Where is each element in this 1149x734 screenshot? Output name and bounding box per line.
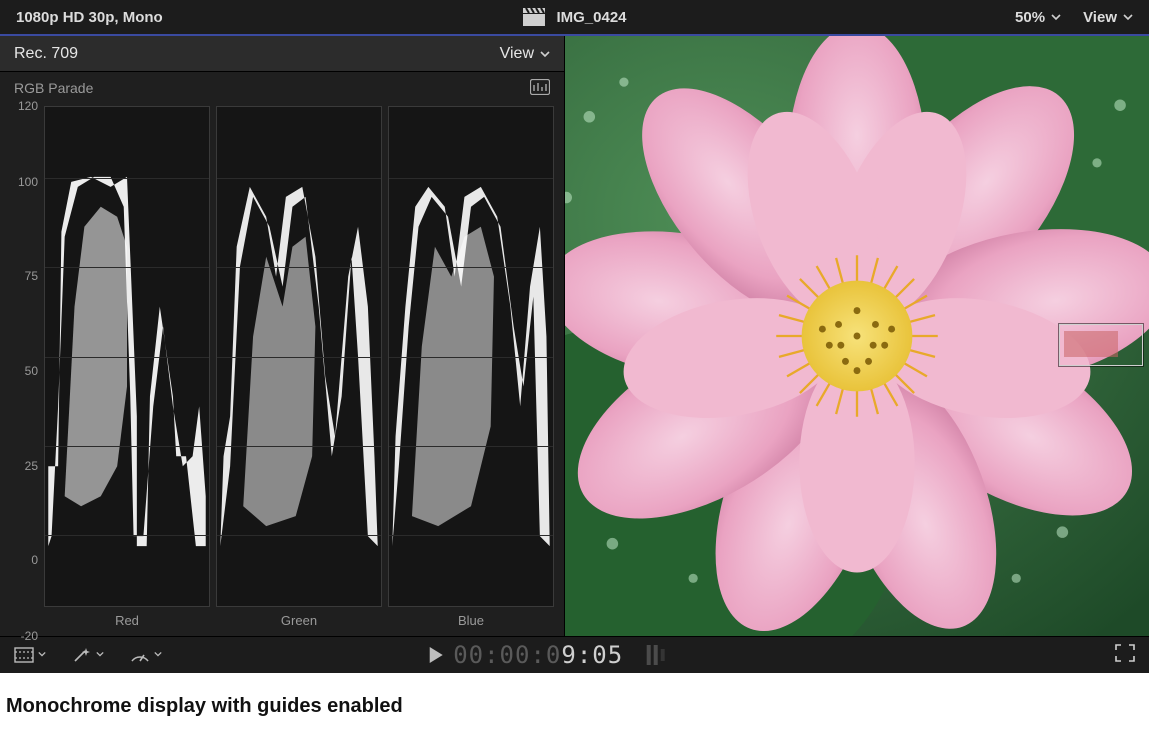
audio-skimmer-icon[interactable] xyxy=(647,644,681,666)
view-label-top: View xyxy=(1083,9,1117,26)
transport-toolbar: 00:00:09:05 xyxy=(0,636,1149,673)
clip-name: IMG_0424 xyxy=(556,9,626,26)
scopes-header: Rec. 709 View xyxy=(0,36,564,72)
parade-area: 120 100 75 50 25 0 -20 xyxy=(0,104,564,636)
parade-channel-blue: Blue xyxy=(388,106,554,636)
chevron-down-icon xyxy=(1051,12,1061,22)
chevron-down-icon xyxy=(540,49,550,59)
channel-label: Green xyxy=(216,607,382,636)
yaxis-tick: 50 xyxy=(25,364,38,378)
viewer-panel xyxy=(565,36,1149,636)
timecode-dim: 00:00:0 xyxy=(453,641,561,669)
parade-box xyxy=(216,106,382,607)
format-label: 1080p HD 30p, Mono xyxy=(16,9,163,26)
enhance-tool-button[interactable] xyxy=(72,646,106,664)
chevron-down-icon xyxy=(38,650,48,660)
yaxis-tick: 0 xyxy=(31,553,38,567)
yaxis-tick: -20 xyxy=(21,629,38,643)
layout-tool-button[interactable] xyxy=(14,647,48,663)
scopes-subheader: RGB Parade xyxy=(0,72,564,104)
zoom-value: 50% xyxy=(1015,9,1045,26)
channel-label: Red xyxy=(44,607,210,636)
color-space-label: Rec. 709 xyxy=(14,45,78,63)
parade-box xyxy=(388,106,554,607)
viewer-canvas[interactable] xyxy=(565,36,1149,636)
retime-tool-button[interactable] xyxy=(130,647,164,663)
crop-selection-handle[interactable] xyxy=(1059,324,1143,366)
content-split: Rec. 709 View RGB Parade xyxy=(0,36,1149,636)
clip-title-group: IMG_0424 xyxy=(522,8,626,26)
parade-yaxis: 120 100 75 50 25 0 -20 xyxy=(10,106,44,636)
chevron-down-icon xyxy=(96,650,106,660)
scope-mode-label: RGB Parade xyxy=(14,80,93,96)
timecode-display[interactable]: 00:00:09:05 xyxy=(453,641,623,669)
parade-channel-red: Red xyxy=(44,106,210,636)
fullscreen-button[interactable] xyxy=(1115,644,1135,667)
chevron-down-icon xyxy=(154,650,164,660)
transport-center: 00:00:09:05 xyxy=(427,641,681,669)
zoom-dropdown[interactable]: 50% xyxy=(1015,9,1061,26)
parade-box xyxy=(44,106,210,607)
play-button[interactable] xyxy=(427,646,443,664)
scopes-panel: Rec. 709 View RGB Parade xyxy=(0,36,565,636)
figure-caption: Monochrome display with guides enabled xyxy=(0,673,1149,718)
view-dropdown-top[interactable]: View xyxy=(1083,9,1133,26)
timecode-bright: 9:05 xyxy=(561,641,623,669)
yaxis-tick: 100 xyxy=(18,175,38,189)
yaxis-tick: 120 xyxy=(18,99,38,113)
yaxis-tick: 25 xyxy=(25,459,38,473)
viewer-topbar: 1080p HD 30p, Mono IMG_0424 50% xyxy=(0,0,1149,36)
scopes-view-label: View xyxy=(500,45,534,63)
channel-label: Blue xyxy=(388,607,554,636)
scopes-view-dropdown[interactable]: View xyxy=(500,45,550,63)
parade-channel-green: Green xyxy=(216,106,382,636)
chevron-down-icon xyxy=(1123,12,1133,22)
yaxis-tick: 75 xyxy=(25,269,38,283)
clapperboard-icon xyxy=(522,8,544,26)
video-editor-window: 1080p HD 30p, Mono IMG_0424 50% xyxy=(0,0,1149,673)
scope-settings-icon[interactable] xyxy=(530,79,550,98)
